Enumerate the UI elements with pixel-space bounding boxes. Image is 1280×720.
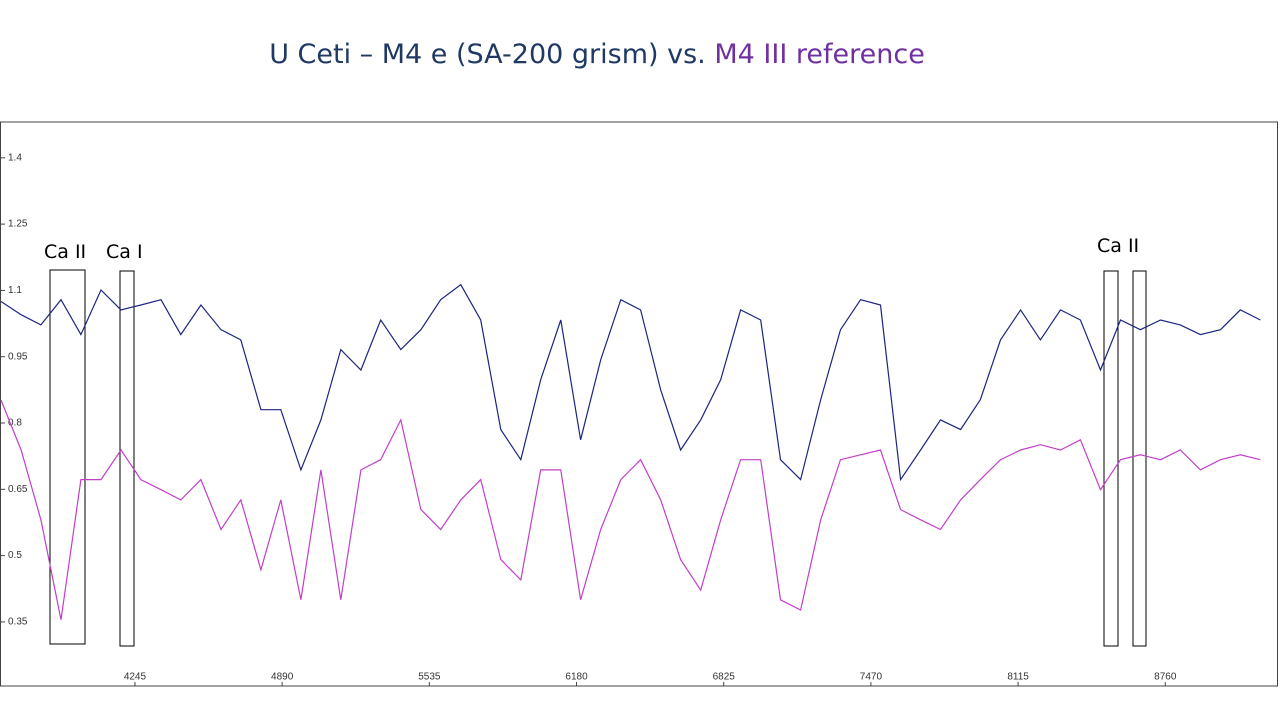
x-tick-label: 7470: [860, 672, 883, 683]
y-tick-label: 1.1: [8, 285, 22, 296]
y-tick-label: 0.8: [8, 418, 22, 429]
title-part: M4 III reference: [714, 39, 924, 70]
x-tick-label: 6825: [713, 672, 736, 683]
y-tick-label: 0.95: [8, 351, 28, 362]
y-tick-label: 1.25: [8, 219, 28, 230]
plot-frame: [0, 121, 1278, 687]
region-box: [1132, 270, 1147, 647]
series-line: [0, 283, 1261, 482]
x-tick-label: 5535: [418, 672, 441, 683]
y-tick-label: 1.4: [8, 152, 22, 163]
y-tick-label: 0.65: [8, 484, 28, 495]
region-box: [49, 269, 86, 645]
x-tick-label: 4890: [271, 672, 294, 683]
y-tick-label: 0.35: [8, 617, 28, 628]
annotation: Ca II: [44, 241, 86, 263]
x-tick-label: 8760: [1154, 672, 1177, 683]
chart-title: U Ceti – M4 e (SA-200 grism) vs. M4 III …: [269, 39, 925, 70]
y-tick-label: 0.5: [8, 550, 22, 561]
x-tick-label: 4245: [124, 672, 147, 683]
x-tick-label: 6180: [565, 672, 588, 683]
series-line: [0, 399, 1261, 620]
title-part: U Ceti – M4 e (SA-200 grism) vs.: [269, 39, 706, 70]
x-tick-label: 8115: [1007, 672, 1029, 683]
annotation: Ca I: [106, 241, 143, 263]
region-box: [119, 270, 135, 647]
annotation: Ca II: [1097, 235, 1139, 257]
region-box: [1103, 270, 1119, 647]
